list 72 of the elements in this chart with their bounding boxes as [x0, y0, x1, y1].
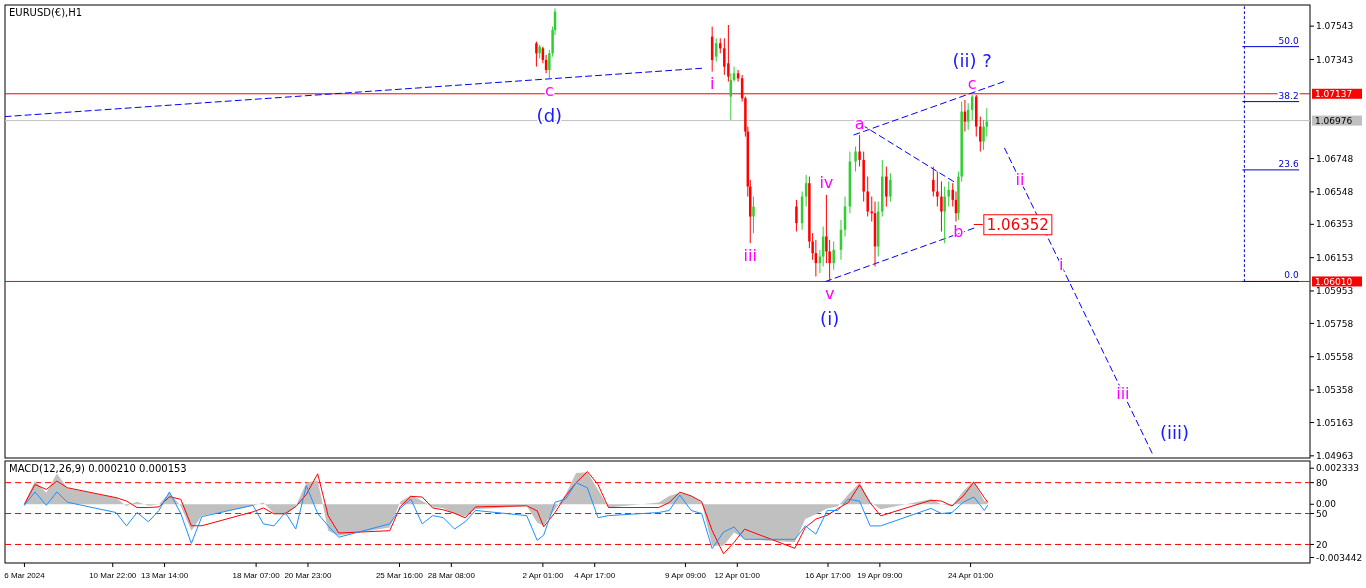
- candlestick: [936, 171, 939, 208]
- x-tick-label: 9 Apr 09:00: [664, 571, 707, 580]
- candlestick: [858, 134, 861, 168]
- annotation: 1.06352: [986, 215, 1049, 234]
- candlestick: [932, 166, 935, 198]
- y-tick-label: 1.05953: [1316, 286, 1354, 297]
- ref-line-label: 1.06010: [1315, 276, 1353, 287]
- chart-title: MACD(12,26,9) 0.000210 0.000153: [9, 463, 187, 474]
- candlestick: [832, 240, 835, 271]
- y-tick-label: 1.04963: [1316, 450, 1354, 461]
- y-tick-label: 1.06153: [1316, 252, 1354, 263]
- x-tick-label: 13 Mar 14:00: [141, 571, 189, 580]
- y2-tick-label: 50: [1316, 508, 1328, 519]
- annotation: c: [967, 73, 977, 93]
- annotation: i: [709, 74, 715, 94]
- x-tick-label: 12 Apr 01:00: [714, 571, 761, 580]
- x-tick-label: 28 Mar 08:00: [427, 571, 476, 580]
- x-tick-label: 16 Apr 17:00: [805, 571, 852, 580]
- annotation: iii: [743, 245, 757, 265]
- series-label: 23.6: [1278, 158, 1299, 169]
- candlestick: [535, 41, 538, 68]
- y-tick-label: 1.07543: [1316, 21, 1354, 32]
- series-label: 0.0: [1284, 270, 1299, 281]
- series-label: 50.0: [1278, 35, 1299, 46]
- candlestick: [885, 166, 888, 208]
- annotation: a: [854, 113, 865, 133]
- y-tick-label: 1.05558: [1316, 351, 1354, 362]
- y-tick-label: 1.05758: [1316, 318, 1354, 329]
- x-tick-label: 19 Apr 09:00: [857, 571, 904, 580]
- y-tick-label: 1.06548: [1316, 187, 1354, 198]
- series-label: 38.2: [1278, 90, 1299, 101]
- y2-tick-label: 80: [1316, 477, 1328, 488]
- annotation: (i): [820, 307, 840, 329]
- annotation: (d): [536, 104, 563, 126]
- y-tick-label: 1.06353: [1316, 219, 1354, 230]
- x-tick-label: 2 Apr 01:00: [522, 571, 564, 580]
- y-tick-label: -0.003442: [1316, 552, 1363, 563]
- candlestick: [979, 116, 982, 153]
- x-tick-label: 24 Apr 01:00: [947, 571, 994, 580]
- candlestick: [889, 172, 892, 203]
- line-series: [23, 482, 989, 550]
- y-tick-label: 1.06748: [1316, 153, 1354, 164]
- candlestick: [943, 186, 946, 244]
- y-tick-label: 1.05358: [1316, 385, 1354, 396]
- annotation: iv: [819, 173, 834, 193]
- annotation: iii: [1116, 383, 1130, 403]
- annotation: (iii): [1160, 422, 1190, 444]
- x-tick-label: 6 Mar 2024: [4, 571, 46, 580]
- chart-title: EURUSD(€),H1: [9, 7, 83, 18]
- x-tick-label: 18 Mar 07:00: [232, 571, 281, 580]
- y2-tick-label: 20: [1316, 539, 1328, 550]
- ref-line-label: 1.06976: [1315, 115, 1353, 126]
- candlestick: [727, 24, 730, 83]
- candlestick: [795, 199, 798, 232]
- x-tick-label: 25 Mar 16:00: [375, 571, 424, 580]
- candlestick: [723, 37, 726, 76]
- x-tick-label: 4 Apr 17:00: [574, 571, 616, 580]
- annotation: v: [824, 284, 835, 304]
- y-tick-label: 1.07343: [1316, 54, 1354, 65]
- annotation: i: [1059, 255, 1064, 275]
- y-tick-label: 1.05163: [1316, 417, 1354, 428]
- y-tick-label: 0.00: [1316, 499, 1337, 510]
- candlestick: [866, 176, 869, 218]
- candlestick: [940, 181, 943, 232]
- candlestick: [752, 196, 755, 234]
- candlestick: [854, 146, 857, 173]
- ref-line-label: 1.07137: [1315, 88, 1353, 99]
- candlestick: [947, 181, 950, 208]
- y-tick-label: 0.002333: [1316, 463, 1359, 474]
- x-tick-label: 10 Mar 22:00: [89, 571, 137, 580]
- x-tick-label: 20 Mar 23:00: [284, 571, 333, 580]
- annotation: (ii) ?: [952, 50, 992, 72]
